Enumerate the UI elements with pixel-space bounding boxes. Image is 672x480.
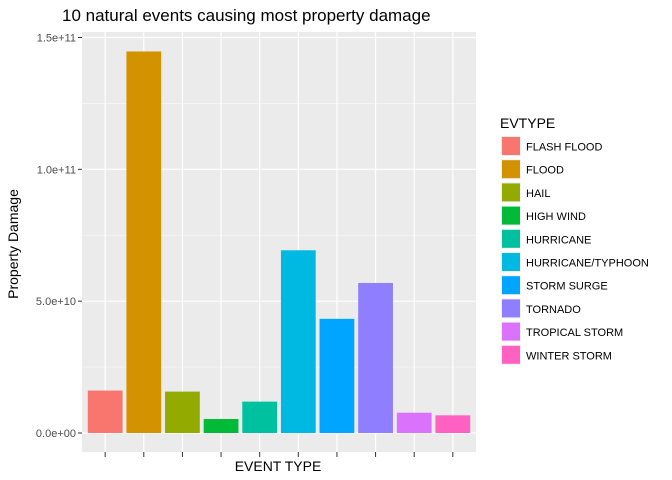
bar	[242, 401, 278, 433]
bar	[396, 412, 432, 433]
legend-title: EVTYPE	[500, 115, 555, 131]
legend-label: HURRICANE	[526, 234, 591, 246]
x-axis	[104, 452, 454, 457]
legend-swatch	[502, 229, 520, 248]
bar	[165, 391, 200, 433]
legend-label: HIGH WIND	[526, 211, 586, 223]
bar	[435, 415, 471, 433]
legend-label: TORNADO	[526, 304, 581, 316]
y-tick-label: 1.0e+11	[37, 164, 76, 176]
legend-label: HURRICANE/TYPHOON	[526, 258, 649, 270]
legend-items: FLASH FLOOD FLOOD HAIL HIGH WIND HURRICANE HU…	[501, 136, 649, 365]
bar	[358, 282, 393, 433]
legend-label: STORM SURGE	[526, 281, 608, 293]
legend-label: WINTER STORM	[526, 350, 612, 362]
legend-label: TROPICAL STORM	[526, 327, 623, 339]
y-tick-label: 0.0e+00	[36, 428, 76, 440]
legend-swatch	[502, 160, 520, 179]
y-tick-label: 5.0e+10	[36, 296, 76, 308]
legend-swatch	[502, 183, 520, 202]
bar	[319, 318, 355, 433]
legend-swatch	[502, 345, 520, 364]
legend-swatch	[502, 253, 520, 271]
legend-label: HAIL	[526, 188, 550, 200]
legend-swatch	[502, 299, 520, 318]
x-axis-title: EVENT TYPE	[235, 458, 322, 474]
chart-title: 10 natural events causing most property …	[62, 6, 431, 25]
bar	[87, 390, 123, 433]
bars	[87, 51, 471, 433]
legend-swatch	[502, 206, 520, 225]
legend-label: FLASH FLOOD	[526, 142, 602, 154]
legend-swatch	[502, 137, 520, 155]
bar	[126, 51, 162, 433]
legend-swatch	[502, 276, 520, 295]
y-axis: 0.0e+00 5.0e+10 1.0e+11 1.5e+11	[36, 33, 82, 440]
legend-label: FLOOD	[526, 165, 564, 177]
bar	[203, 419, 239, 433]
y-axis-title: Property Damage	[5, 189, 21, 299]
bar	[280, 250, 316, 433]
legend-swatch	[502, 322, 520, 341]
y-tick-label: 1.5e+11	[37, 33, 76, 45]
legend: EVTYPE FLASH FLOOD FLOOD HAIL HIGH WIND HURR…	[500, 115, 649, 365]
